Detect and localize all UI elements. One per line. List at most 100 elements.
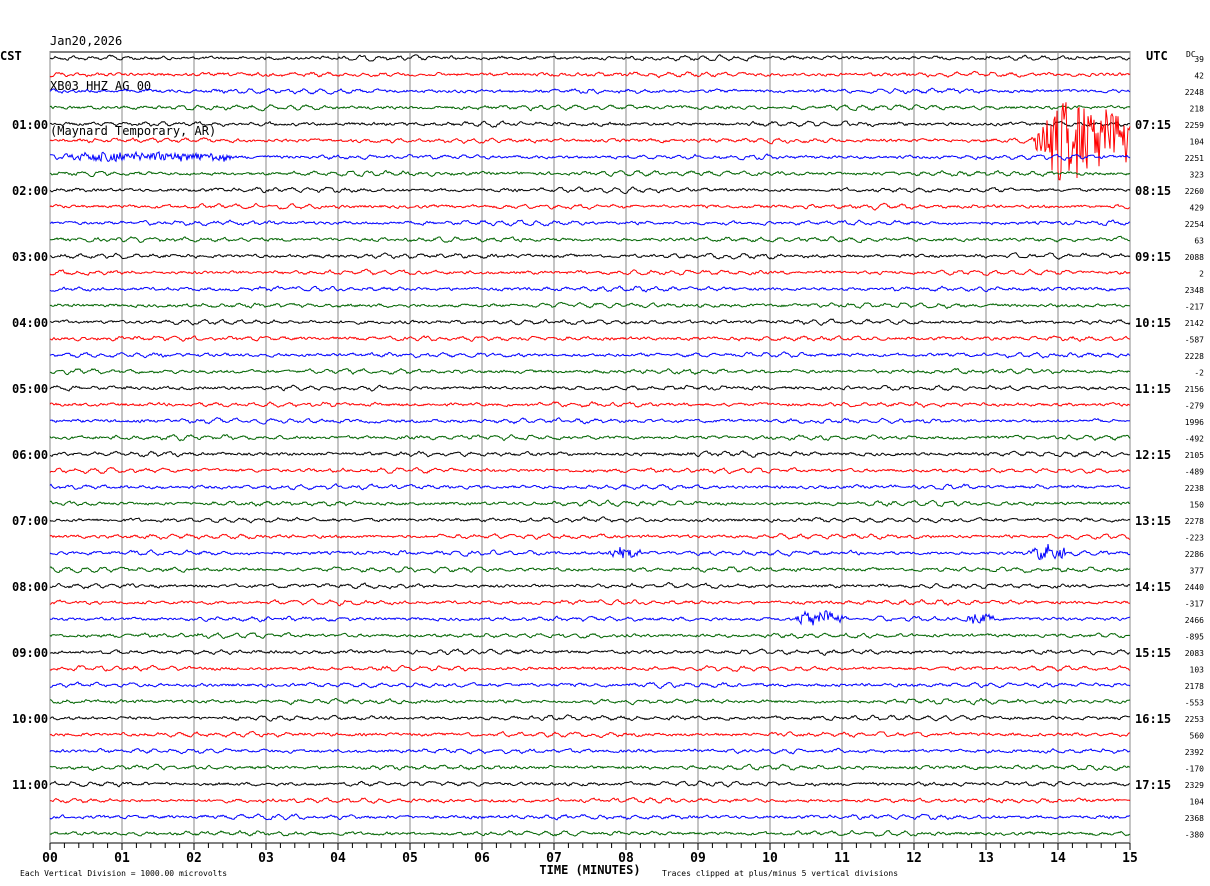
x-axis-label: TIME (MINUTES) <box>539 863 640 877</box>
dc-offset-label: -279 <box>1185 402 1204 411</box>
trace-row-12 <box>49 252 1131 260</box>
dc-offset-label: 2238 <box>1185 484 1204 493</box>
trace-row-18 <box>49 351 1131 359</box>
trace-row-41 <box>49 730 1131 738</box>
trace-row-45 <box>49 796 1131 804</box>
dc-offset-label: 63 <box>1194 237 1204 246</box>
right-hour-label: 14:15 <box>1135 580 1171 594</box>
trace-row-43 <box>49 763 1130 772</box>
dc-offset-label: 2228 <box>1185 352 1204 361</box>
x-tick-label: 15 <box>1122 851 1138 866</box>
x-tick-label: 03 <box>258 851 274 866</box>
right-hour-label: 13:15 <box>1135 514 1171 528</box>
dc-offset-label: 2348 <box>1185 286 1204 295</box>
x-tick-label: 09 <box>690 851 706 866</box>
trace-row-40 <box>49 714 1131 722</box>
dc-offset-label: 39 <box>1194 55 1204 64</box>
trace-row-17 <box>49 335 1131 343</box>
dc-offset-label: -895 <box>1185 633 1204 642</box>
dc-offset-label: -587 <box>1185 336 1204 345</box>
trace-row-38 <box>50 681 1131 689</box>
trace-row-16 <box>49 318 1131 326</box>
trace-row-33 <box>49 598 1130 607</box>
dc-offset-label: 2 <box>1199 270 1204 279</box>
x-tick-label: 00 <box>42 851 58 866</box>
dc-offset-label: 2248 <box>1185 88 1204 97</box>
location-label: (Maynard Temporary, AR) <box>50 124 217 138</box>
trace-row-0 <box>49 54 1131 62</box>
x-tick-label: 01 <box>114 851 130 866</box>
right-hour-label: 09:15 <box>1135 250 1171 264</box>
trace-row-32 <box>49 581 1131 590</box>
x-tick-label: 13 <box>978 851 994 866</box>
dc-offset-label: 104 <box>1190 138 1205 147</box>
trace-row-8 <box>49 186 1131 195</box>
left-hour-label: 07:00 <box>12 514 48 528</box>
dc-offset-label: 2440 <box>1185 583 1204 592</box>
dc-offset-label: 2260 <box>1185 187 1204 196</box>
left-hour-label: 08:00 <box>12 580 48 594</box>
dc-offset-label: -217 <box>1185 303 1204 312</box>
trace-row-47 <box>49 829 1131 838</box>
trace-row-3 <box>49 104 1131 112</box>
trace-row-46 <box>49 813 1131 821</box>
left-hour-label: 10:00 <box>12 712 48 726</box>
dc-offset-label: 2368 <box>1185 814 1204 823</box>
trace-row-14 <box>49 285 1131 293</box>
trace-row-11 <box>49 235 1131 244</box>
left-hour-label: 09:00 <box>12 646 48 660</box>
dc-offset-label: 218 <box>1190 105 1205 114</box>
trace-row-2 <box>49 87 1131 95</box>
dc-offset-label: -317 <box>1185 600 1204 609</box>
right-hour-label: 12:15 <box>1135 448 1171 462</box>
x-tick-label: 11 <box>834 851 850 866</box>
dc-offset-label: -553 <box>1185 699 1204 708</box>
dc-offset-label: 150 <box>1190 501 1205 510</box>
left-hour-label: 04:00 <box>12 316 48 330</box>
x-tick-label: 08 <box>618 851 634 866</box>
dc-offset-label: 2286 <box>1185 550 1204 559</box>
x-tick-label: 12 <box>906 851 922 866</box>
dc-offset-label: 2253 <box>1185 715 1204 724</box>
trace-row-5 <box>49 102 1131 181</box>
dc-offset-label: -489 <box>1185 468 1204 477</box>
trace-row-25 <box>49 466 1131 475</box>
x-tick-label: 14 <box>1050 851 1066 866</box>
dc-offset-label: 42 <box>1194 72 1204 81</box>
dc-offset-label: -223 <box>1185 534 1204 543</box>
dc-header-label: DC <box>1186 50 1196 59</box>
trace-row-23 <box>49 433 1131 442</box>
left-hour-label: 01:00 <box>12 118 48 132</box>
dc-offset-label: 2088 <box>1185 253 1204 262</box>
x-tick-label: 07 <box>546 851 562 866</box>
right-hour-label: 07:15 <box>1135 118 1171 132</box>
right-hour-label: 11:15 <box>1135 382 1171 396</box>
dc-offset-label: 2083 <box>1185 649 1204 658</box>
trace-row-1 <box>49 70 1131 79</box>
date-label: Jan20,2026 <box>50 34 123 48</box>
dc-offset-label: 560 <box>1190 732 1205 741</box>
trace-row-9 <box>49 202 1131 211</box>
dc-offset-label: 2392 <box>1185 748 1204 757</box>
right-hour-label: 16:15 <box>1135 712 1171 726</box>
dc-offset-label: -170 <box>1185 765 1204 774</box>
trace-row-26 <box>49 482 1131 491</box>
trace-row-21 <box>49 400 1131 409</box>
dc-offset-label: 2251 <box>1185 154 1204 163</box>
trace-row-19 <box>49 367 1131 376</box>
dc-offset-label: 323 <box>1190 171 1205 180</box>
x-tick-label: 06 <box>474 851 490 866</box>
trace-row-20 <box>49 384 1131 392</box>
trace-row-13 <box>49 268 1131 276</box>
right-hour-label: 17:15 <box>1135 778 1171 792</box>
trace-row-36 <box>50 648 1131 656</box>
right-timezone-label: UTC <box>1146 49 1168 63</box>
dc-offset-label: 429 <box>1190 204 1205 213</box>
trace-row-15 <box>49 301 1131 310</box>
dc-offset-label: 104 <box>1190 798 1205 807</box>
dc-offset-label: 2142 <box>1185 319 1204 328</box>
trace-row-39 <box>49 697 1131 706</box>
dc-offset-label: -492 <box>1185 435 1204 444</box>
trace-row-24 <box>49 449 1131 458</box>
